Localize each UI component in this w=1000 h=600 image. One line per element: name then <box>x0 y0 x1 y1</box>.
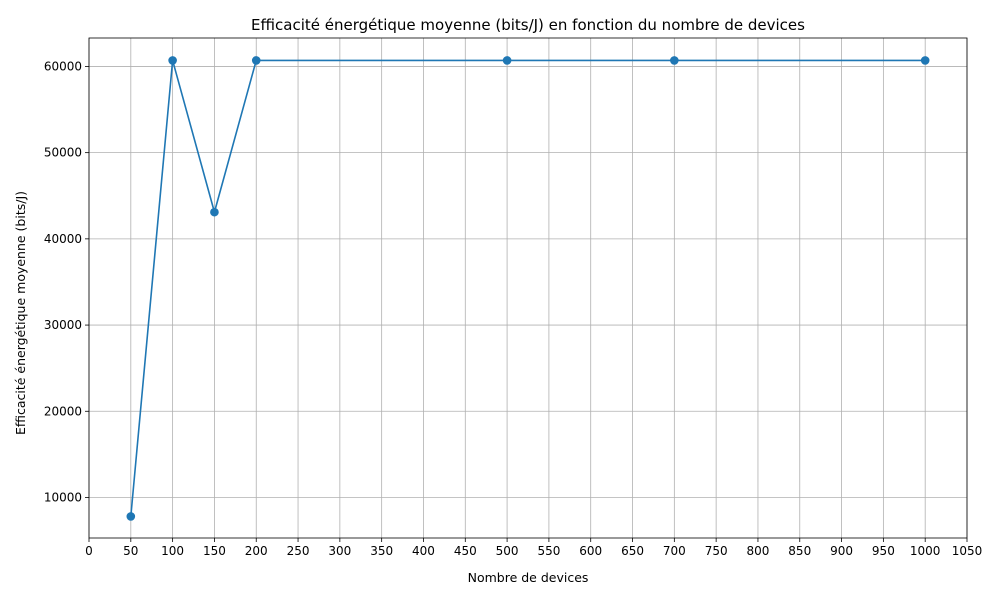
x-tick-label: 650 <box>621 544 644 558</box>
x-tick-label: 900 <box>830 544 853 558</box>
data-point <box>168 56 177 65</box>
y-tick-label: 40000 <box>44 232 82 246</box>
x-tick-label: 700 <box>663 544 686 558</box>
x-tick-label: 1050 <box>952 544 983 558</box>
x-tick-label: 450 <box>454 544 477 558</box>
x-tick-label: 950 <box>872 544 895 558</box>
data-point <box>502 56 512 65</box>
x-tick-label: 150 <box>203 544 226 558</box>
y-tick-label: 60000 <box>44 59 82 73</box>
y-axis-label: Efficacité énergétique moyenne (bits/J) <box>13 191 28 435</box>
x-tick-label: 550 <box>537 544 560 558</box>
x-tick-label: 800 <box>746 544 769 558</box>
data-point <box>670 56 679 65</box>
series <box>126 56 930 521</box>
x-tick-label: 250 <box>287 544 310 558</box>
x-axis-label: Nombre de devices <box>468 570 589 585</box>
data-point <box>920 56 930 65</box>
plot-area-frame <box>88 37 968 539</box>
x-tick-label: 300 <box>328 544 351 558</box>
data-point <box>210 207 219 217</box>
x-tick-label: 600 <box>579 544 602 558</box>
y-tick-label: 50000 <box>44 146 82 160</box>
x-tick-label: 500 <box>496 544 519 558</box>
x-tick-label: 1000 <box>910 544 941 558</box>
x-tick-label: 750 <box>705 544 728 558</box>
y-tick-label: 10000 <box>44 490 82 504</box>
x-tick-label: 100 <box>161 544 184 558</box>
x-tick-label: 50 <box>123 544 138 558</box>
x-tick-label: 400 <box>412 544 435 558</box>
x-tick-label: 350 <box>370 544 393 558</box>
y-tick-label: 30000 <box>44 318 82 332</box>
x-tick-label: 850 <box>788 544 811 558</box>
x-tick-label: 200 <box>245 544 268 558</box>
data-point <box>126 512 136 521</box>
x-tick-label: 0 <box>85 544 93 558</box>
chart-title: Efficacité énergétique moyenne (bits/J) … <box>251 16 805 34</box>
axis-ticks: 0 50 100 150 200 250 300 350 400 450 500 550 600 650 7… <box>44 59 982 558</box>
data-point <box>251 56 261 65</box>
y-tick-label: 20000 <box>44 404 82 418</box>
